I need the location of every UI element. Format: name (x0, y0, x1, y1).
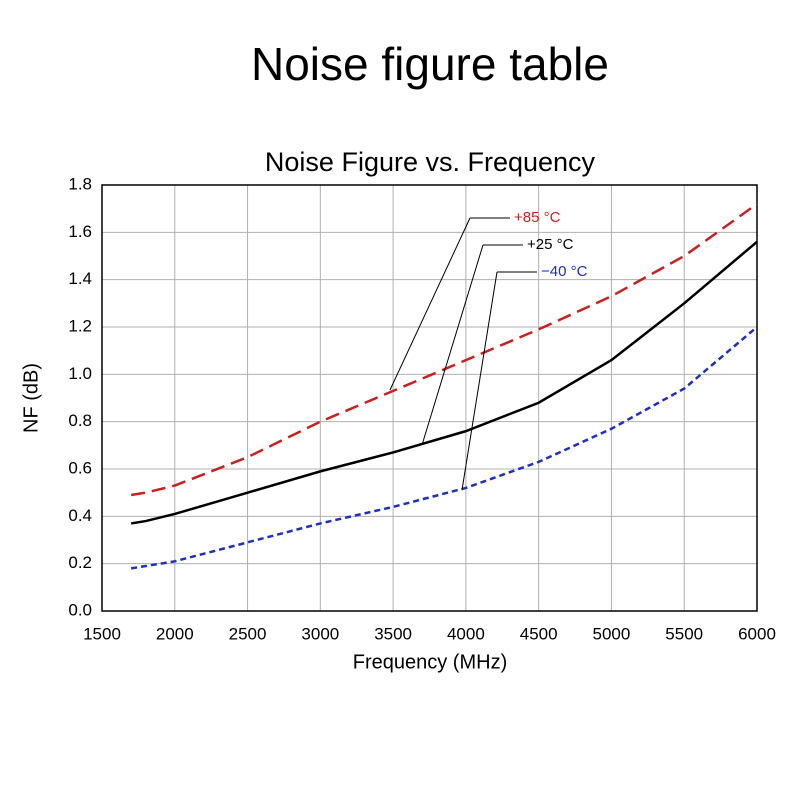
plot-border (101, 184, 758, 612)
leader-line (389, 217, 471, 391)
x-tick-label: 4500 (520, 624, 558, 643)
x-tick-label: 5500 (665, 624, 703, 643)
y-tick-label: 0.6 (68, 458, 92, 477)
y-tick-label: 1.4 (68, 269, 92, 288)
series-line (130, 240, 758, 525)
heading: Noise figure table (251, 38, 609, 90)
y-tick-label: 1.8 (68, 174, 92, 193)
y-tick-label: 1.2 (68, 316, 92, 335)
x-tick-label: 2500 (229, 624, 267, 643)
x-tick-label: 5000 (593, 624, 631, 643)
y-tick-label: 0.4 (68, 506, 92, 525)
leader-line (421, 244, 484, 446)
legend-label: +25 °C (527, 236, 574, 253)
y-tick-label: 0.0 (68, 600, 92, 619)
y-tick-label: 0.8 (68, 411, 92, 430)
legend-label: +85 °C (514, 209, 561, 226)
chart-title: Noise Figure vs. Frequency (265, 147, 596, 177)
x-axis-label: Frequency (MHz) (353, 651, 507, 673)
x-tick-label: 3000 (301, 624, 339, 643)
x-tick-label: 1500 (83, 624, 121, 643)
series-line (130, 326, 758, 570)
x-tick-label: 2000 (156, 624, 194, 643)
y-tick-label: 0.2 (68, 553, 92, 572)
legend-label: −40 °C (541, 263, 588, 280)
x-tick-label: 4000 (447, 624, 485, 643)
x-tick-label: 3500 (374, 624, 412, 643)
x-tick-label: 6000 (738, 624, 776, 643)
y-tick-label: 1.6 (68, 222, 92, 241)
y-tick-label: 1.0 (68, 364, 92, 383)
leader-line (461, 271, 498, 491)
series-line (130, 202, 758, 497)
y-axis-label: NF (dB) (20, 363, 42, 433)
